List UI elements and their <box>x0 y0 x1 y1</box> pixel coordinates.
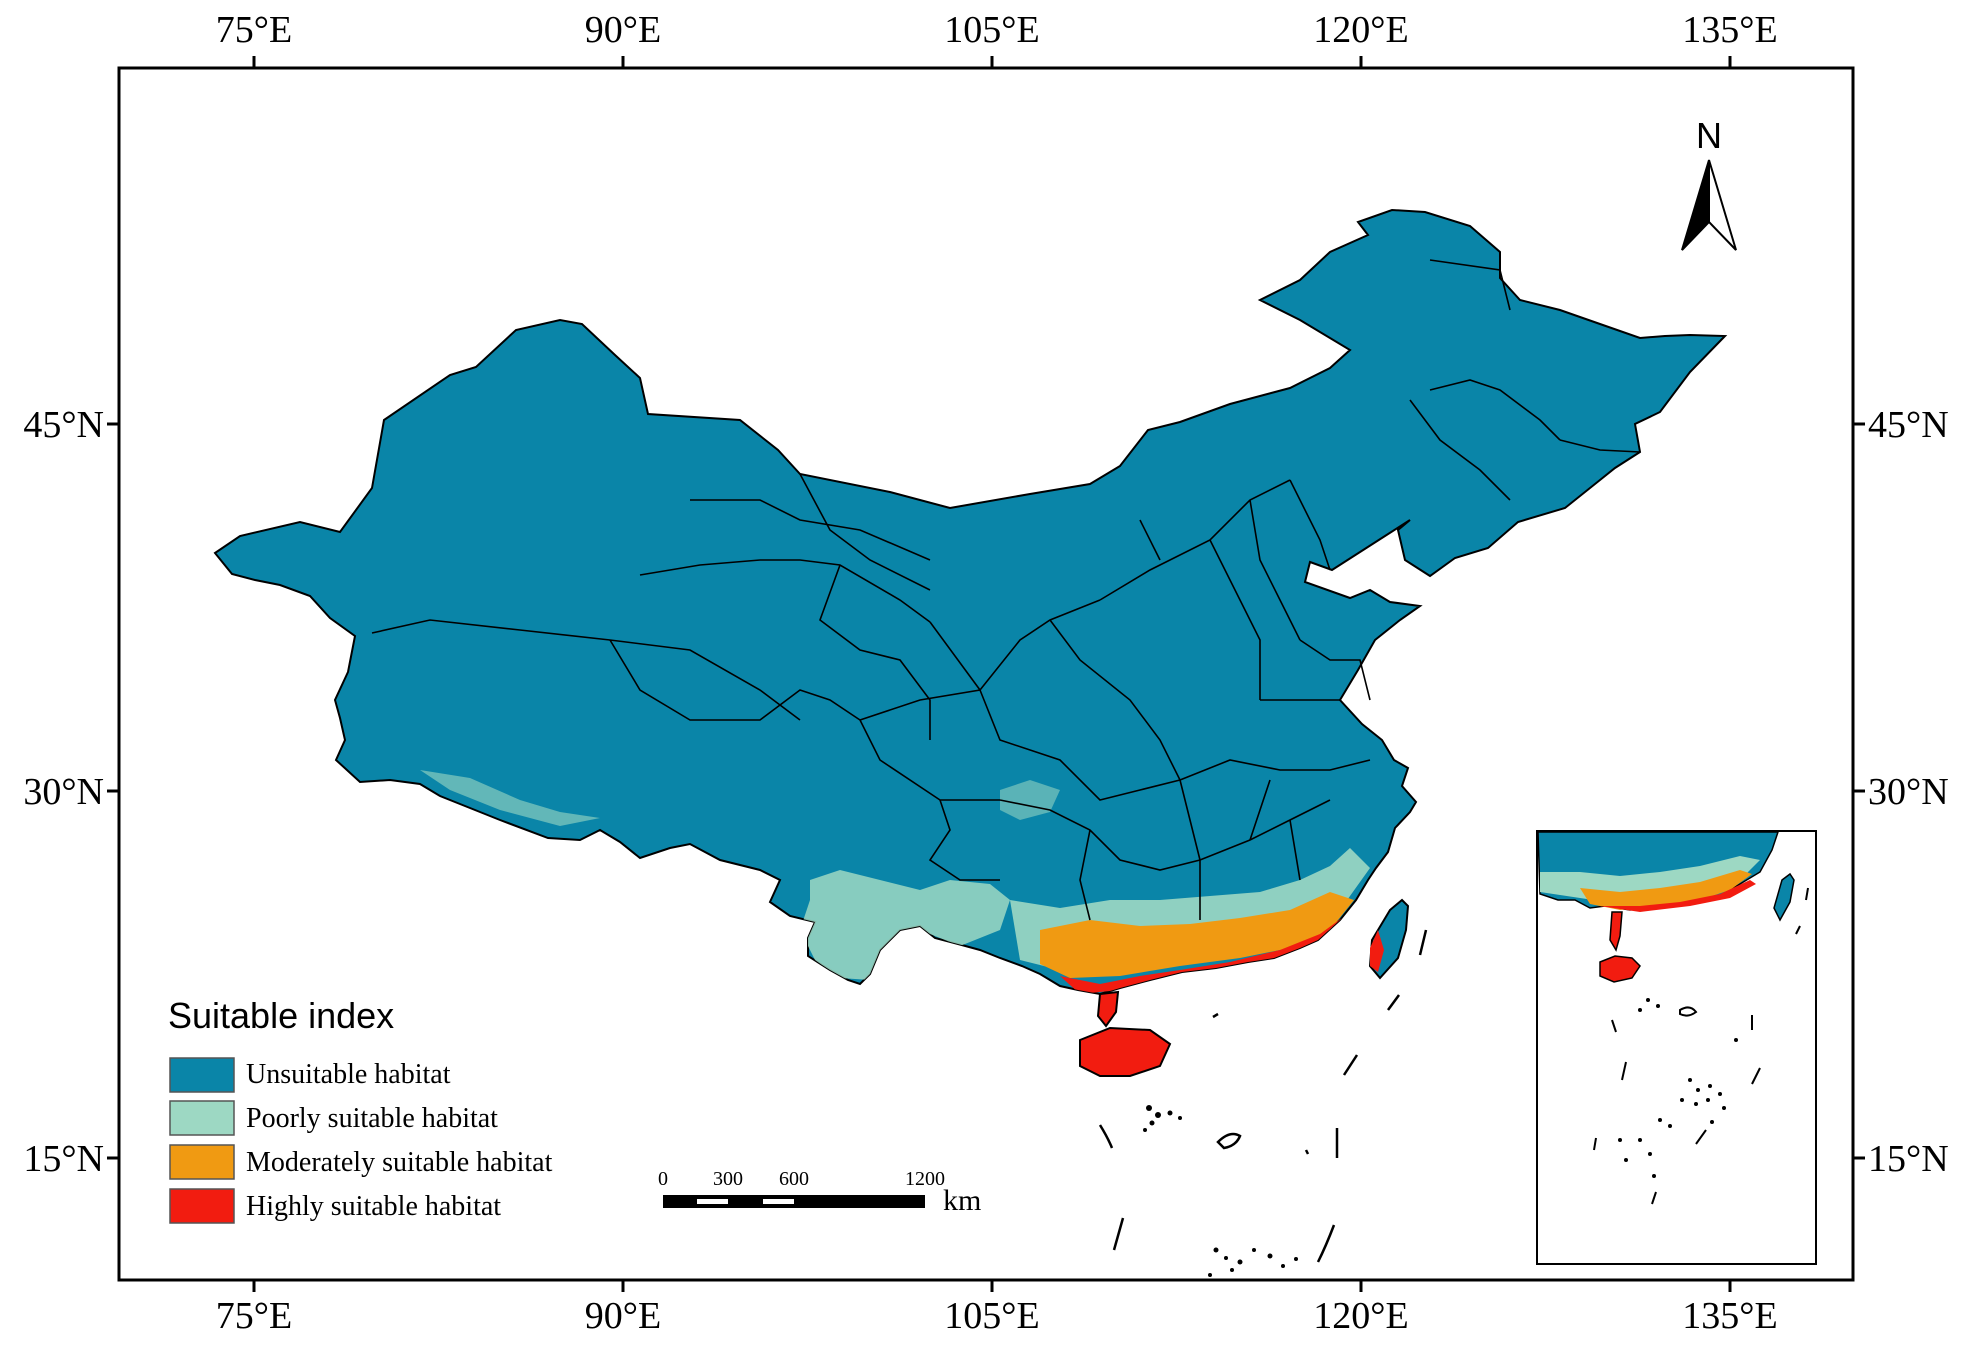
bottom-tick-75e: 75°E <box>216 1295 292 1337</box>
scale-label-600: 600 <box>779 1168 809 1190</box>
scale-unit: km <box>943 1184 981 1217</box>
top-longitude-ticks <box>252 56 1732 68</box>
inset-moderate-band <box>1580 870 1752 910</box>
legend-swatch-high <box>169 1188 235 1224</box>
inset-high-band <box>1600 880 1756 912</box>
hainan-island <box>1079 1026 1172 1077</box>
scale-label-0: 0 <box>658 1168 668 1190</box>
bottom-longitude-ticks <box>252 1280 1732 1292</box>
top-tick-105e: 105°E <box>944 9 1039 51</box>
inset-taiwan <box>1773 872 1795 922</box>
scale-label-300: 300 <box>713 1168 743 1190</box>
inset-island-dots <box>1618 998 1738 1178</box>
legend: Suitable index Unsuitable habitat Poorly… <box>168 995 553 1224</box>
legend-item-poor: Poorly suitable habitat <box>169 1100 498 1136</box>
scale-bar: 0 300 600 1200 km <box>658 1168 981 1217</box>
legend-item-high: Highly suitable habitat <box>169 1188 501 1224</box>
left-tick-45n: 45°N <box>23 404 104 446</box>
latitude-ticks <box>107 422 1865 1160</box>
legend-swatch-poor <box>169 1100 235 1136</box>
inset-hainan <box>1599 955 1641 983</box>
poor-zone-tibet-edge <box>420 770 600 826</box>
north-arrow: N <box>1681 115 1737 251</box>
north-label: N <box>1696 115 1722 156</box>
inset-leizhou <box>1609 911 1623 952</box>
southern-suitability-overlay <box>420 770 1370 994</box>
top-tick-90e: 90°E <box>585 9 661 51</box>
china-mainland <box>213 208 1728 996</box>
province-borders <box>371 259 1641 921</box>
scale-label-1200: 1200 <box>905 1168 945 1190</box>
inset-islands <box>1593 887 1809 1205</box>
legend-label-poor: Poorly suitable habitat <box>246 1103 498 1134</box>
top-tick-75e: 75°E <box>216 9 292 51</box>
south-china-sea-islands <box>1098 929 1428 1263</box>
top-tick-120e: 120°E <box>1313 9 1408 51</box>
island-dots <box>1143 1105 1298 1277</box>
legend-label-moderate: Moderately suitable habitat <box>246 1147 553 1178</box>
legend-label-unsuitable: Unsuitable habitat <box>246 1059 451 1090</box>
bottom-tick-120e: 120°E <box>1313 1295 1408 1337</box>
mainland-unsuitable-fill <box>213 208 1728 996</box>
bottom-tick-90e: 90°E <box>585 1295 661 1337</box>
legend-swatch-moderate <box>169 1144 235 1180</box>
legend-title: Suitable index <box>168 995 394 1036</box>
left-tick-30n: 30°N <box>23 771 104 813</box>
legend-item-unsuitable: Unsuitable habitat <box>169 1057 451 1093</box>
left-tick-15n: 15°N <box>23 1138 104 1180</box>
leizhou-peninsula <box>1096 990 1120 1028</box>
poor-zone-sichuan <box>1000 780 1060 820</box>
poor-zone-yunnan <box>800 870 1010 980</box>
bottom-tick-105e: 105°E <box>944 1295 1039 1337</box>
south-china-sea-inset <box>1536 830 1817 1265</box>
legend-label-high: Highly suitable habitat <box>246 1191 501 1222</box>
top-tick-135e: 135°E <box>1682 9 1777 51</box>
legend-item-moderate: Moderately suitable habitat <box>169 1144 553 1180</box>
right-tick-15n: 15°N <box>1868 1138 1949 1180</box>
right-tick-30n: 30°N <box>1868 771 1949 813</box>
legend-swatch-unsuitable <box>169 1057 235 1093</box>
bottom-tick-135e: 135°E <box>1682 1295 1777 1337</box>
taiwan-coast-high <box>1370 930 1384 972</box>
moderate-zone-south <box>1040 892 1354 978</box>
right-tick-45n: 45°N <box>1868 404 1949 446</box>
